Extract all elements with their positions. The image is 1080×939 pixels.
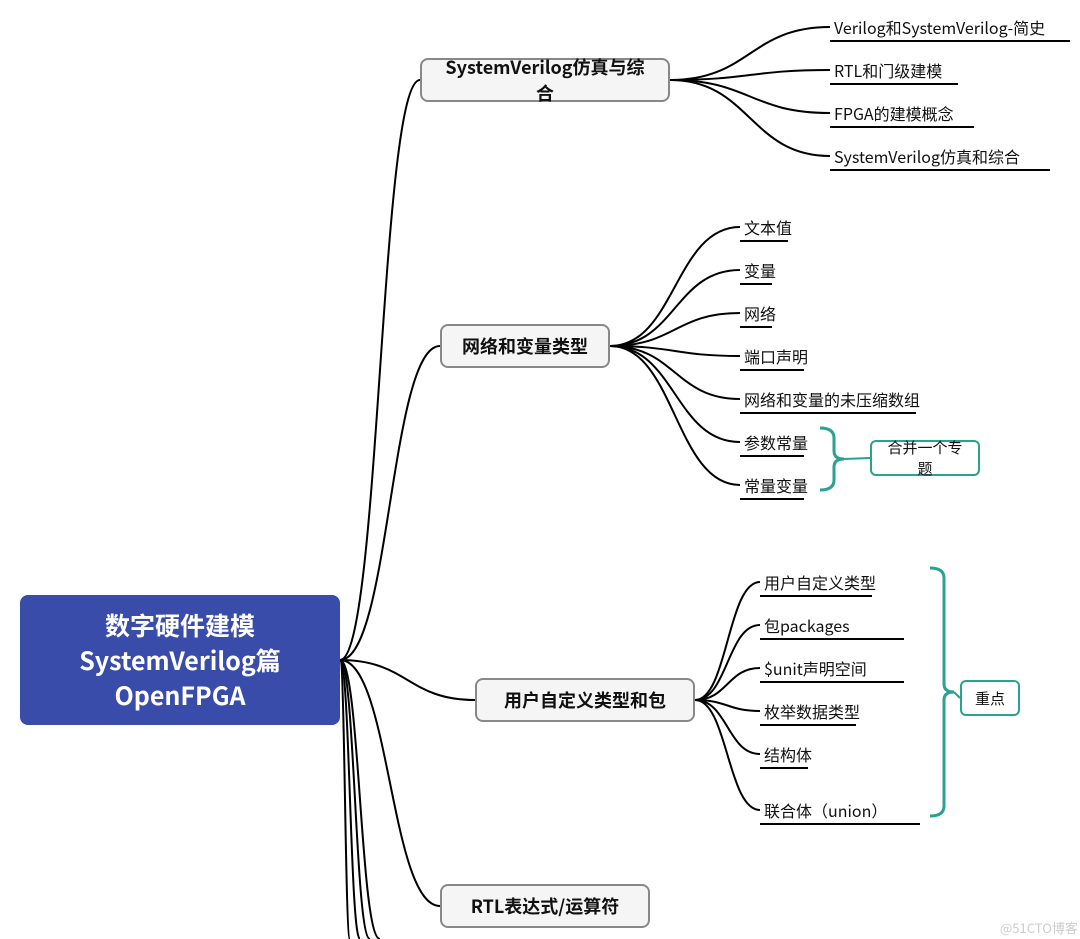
node-l3_1: 用户自定义类型 (760, 570, 920, 594)
node-l1_1: Verilog和SystemVerilog-简史 (830, 15, 1070, 39)
node-l1_3: FPGA的建模概念 (830, 101, 1030, 125)
node-l2_6: 参数常量 (740, 430, 860, 454)
node-l2_4: 端口声明 (740, 344, 860, 368)
node-l3_6: 联合体（union） (760, 798, 940, 822)
node-l1_4: SystemVerilog仿真和综合 (830, 144, 1050, 168)
node-l1_2: RTL和门级建模 (830, 58, 1030, 82)
node-b4: RTL表达式/运算符 (440, 884, 650, 928)
node-l2_5: 网络和变量的未压缩数组 (740, 387, 960, 411)
node-l3_3: $unit声明空间 (760, 656, 920, 680)
node-l3_5: 结构体 (760, 742, 920, 766)
node-l2_7: 常量变量 (740, 473, 860, 497)
node-l2_3: 网络 (740, 301, 840, 325)
node-l2_2: 变量 (740, 258, 840, 282)
node-l3_2: 包packages (760, 613, 920, 637)
watermark: @51CTO博客 (1000, 918, 1078, 937)
node-b2: 网络和变量类型 (440, 324, 610, 368)
node-a2: 重点 (960, 680, 1020, 716)
node-l2_1: 文本值 (740, 215, 840, 239)
node-l3_4: 枚举数据类型 (760, 699, 920, 723)
node-b1: SystemVerilog仿真与综合 (420, 58, 670, 102)
node-a1: 合并一个专题 (870, 440, 980, 476)
node-b3: 用户自定义类型和包 (475, 678, 695, 722)
node-root: 数字硬件建模SystemVerilog篇OpenFPGA (20, 595, 340, 725)
